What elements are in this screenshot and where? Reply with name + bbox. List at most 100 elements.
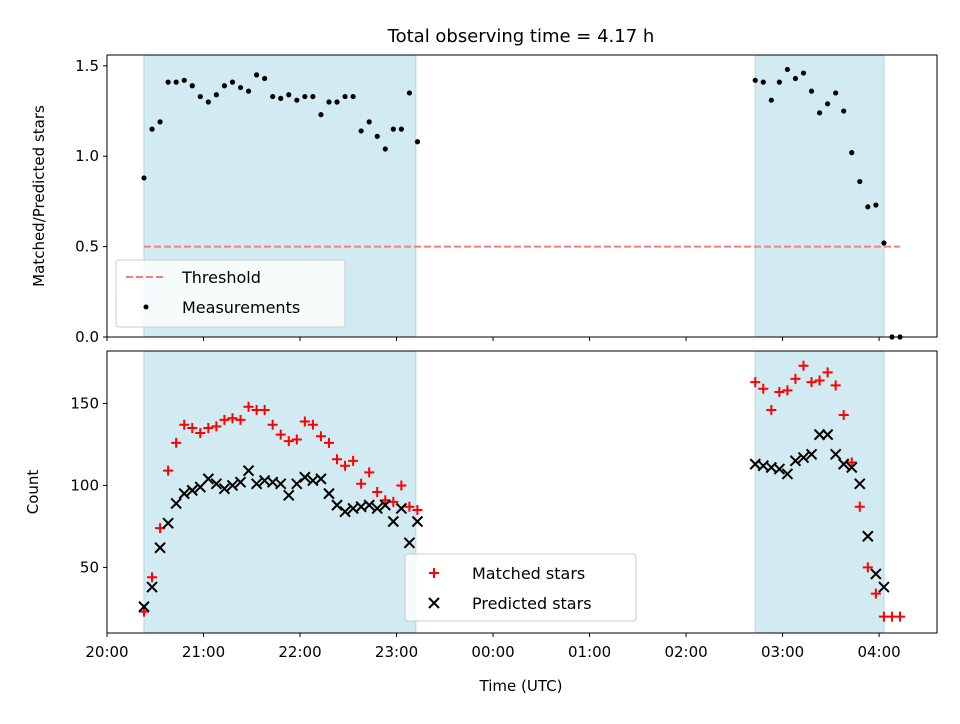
- matched-star-point: [895, 611, 906, 622]
- matched-star-point: [227, 413, 238, 424]
- predicted-star-point: [846, 461, 858, 474]
- matched-star-point: [315, 431, 326, 442]
- x-tick-label: 01:00: [568, 643, 611, 661]
- measurement-point: [841, 108, 847, 114]
- legend-measurements-swatch: [143, 304, 149, 310]
- predicted-star-point: [371, 502, 383, 515]
- matched-star-point: [340, 460, 351, 471]
- measurement-point: [197, 93, 203, 100]
- matched-star-point: [259, 405, 270, 416]
- ratio-y-axis-label: Matched/Predicted stars: [30, 105, 48, 287]
- measurement-point: [857, 178, 863, 185]
- predicted-star-point: [146, 581, 158, 593]
- measurement-point: [342, 93, 348, 100]
- ratio-legend: Threshold Measurements: [115, 259, 346, 328]
- legend-threshold-label: Threshold: [181, 268, 261, 287]
- matched-star-point: [195, 427, 206, 438]
- matched-star-point: [147, 572, 158, 583]
- measurement-point: [849, 150, 855, 156]
- measurement-point: [237, 84, 244, 91]
- matched-star-point: [396, 480, 407, 491]
- measurement-point: [784, 66, 791, 73]
- measurement-point: [406, 90, 413, 96]
- matched-star-point: [243, 401, 254, 412]
- y-tick-label: 150: [70, 394, 99, 412]
- matched-star-point: [323, 437, 334, 448]
- predicted-star-point: [854, 478, 866, 490]
- measurement-point: [141, 175, 147, 181]
- observing-window-2: [754, 54, 885, 338]
- matched-star-point: [291, 434, 302, 445]
- predicted-star-point: [805, 448, 818, 460]
- x-tick-label: 20:00: [85, 643, 128, 661]
- x-tick-label: 23:00: [375, 643, 418, 661]
- predicted-star-point: [773, 463, 786, 475]
- measurement-point: [881, 240, 887, 246]
- matched-star-point: [203, 423, 214, 434]
- predicted-star-point: [226, 479, 239, 492]
- measurement-point: [760, 79, 766, 85]
- matched-star-point: [766, 405, 777, 416]
- count-legend-box: [404, 553, 637, 622]
- predicted-star-point: [363, 499, 375, 511]
- predicted-star-point: [234, 476, 247, 488]
- predicted-star-point: [170, 497, 182, 510]
- measurement-point: [374, 133, 380, 139]
- measurement-point: [278, 95, 284, 101]
- predicted-star-point: [154, 542, 166, 554]
- matched-star-point: [364, 467, 375, 478]
- measurement-point: [792, 75, 799, 82]
- count-legend: Matched stars Predicted stars: [404, 553, 637, 622]
- legend-matched-swatch: [429, 568, 439, 578]
- measurement-point: [776, 79, 782, 85]
- matched-star-point: [283, 436, 294, 447]
- matched-star-point: [750, 377, 761, 388]
- legend-matched-label: Matched stars: [472, 564, 585, 583]
- predicted-star-point: [202, 473, 215, 485]
- matched-star-point: [412, 505, 423, 516]
- matched-star-point: [862, 562, 873, 573]
- predicted-star-point: [178, 487, 190, 500]
- measurement-point: [390, 126, 396, 132]
- measurement-point: [358, 128, 364, 134]
- measurement-point: [800, 70, 807, 76]
- measurements-series: [141, 66, 903, 340]
- predicted-star-point: [283, 489, 295, 501]
- matched-star-point: [774, 386, 785, 397]
- predicted-stars-series: [138, 428, 890, 613]
- predicted-star-point: [250, 478, 263, 490]
- predicted-star-point: [138, 601, 150, 613]
- measurement-point: [326, 99, 332, 105]
- matched-star-point: [179, 419, 190, 430]
- matched-star-point: [798, 360, 809, 371]
- predicted-star-point: [387, 515, 400, 528]
- measurement-point: [752, 77, 758, 83]
- legend-measurements-label: Measurements: [182, 298, 300, 317]
- measurement-point: [245, 88, 252, 94]
- matched-star-point: [307, 419, 318, 430]
- y-tick-label: 0.0: [75, 328, 99, 346]
- measurement-point: [253, 72, 260, 78]
- matched-star-point: [235, 414, 246, 425]
- measurement-point: [833, 90, 839, 96]
- measurement-point: [302, 93, 308, 100]
- predicted-star-point: [339, 505, 351, 518]
- predicted-star-point: [218, 483, 231, 495]
- matched-star-point: [846, 457, 857, 468]
- legend-predicted-label: Predicted stars: [472, 594, 592, 613]
- predicted-star-point: [242, 464, 255, 477]
- predicted-star-point: [291, 478, 303, 490]
- matched-star-point: [348, 455, 359, 466]
- matched-star-point: [219, 414, 230, 425]
- measurement-point: [873, 202, 879, 208]
- predicted-star-point: [275, 478, 287, 490]
- predicted-star-point: [870, 568, 882, 580]
- x-tick-label: 04:00: [857, 643, 900, 661]
- matched-star-point: [388, 496, 399, 507]
- matched-star-point: [838, 409, 849, 420]
- predicted-star-point: [789, 455, 802, 467]
- predicted-star-point: [315, 473, 327, 485]
- matched-star-point: [782, 385, 793, 396]
- matched-star-point: [404, 501, 415, 512]
